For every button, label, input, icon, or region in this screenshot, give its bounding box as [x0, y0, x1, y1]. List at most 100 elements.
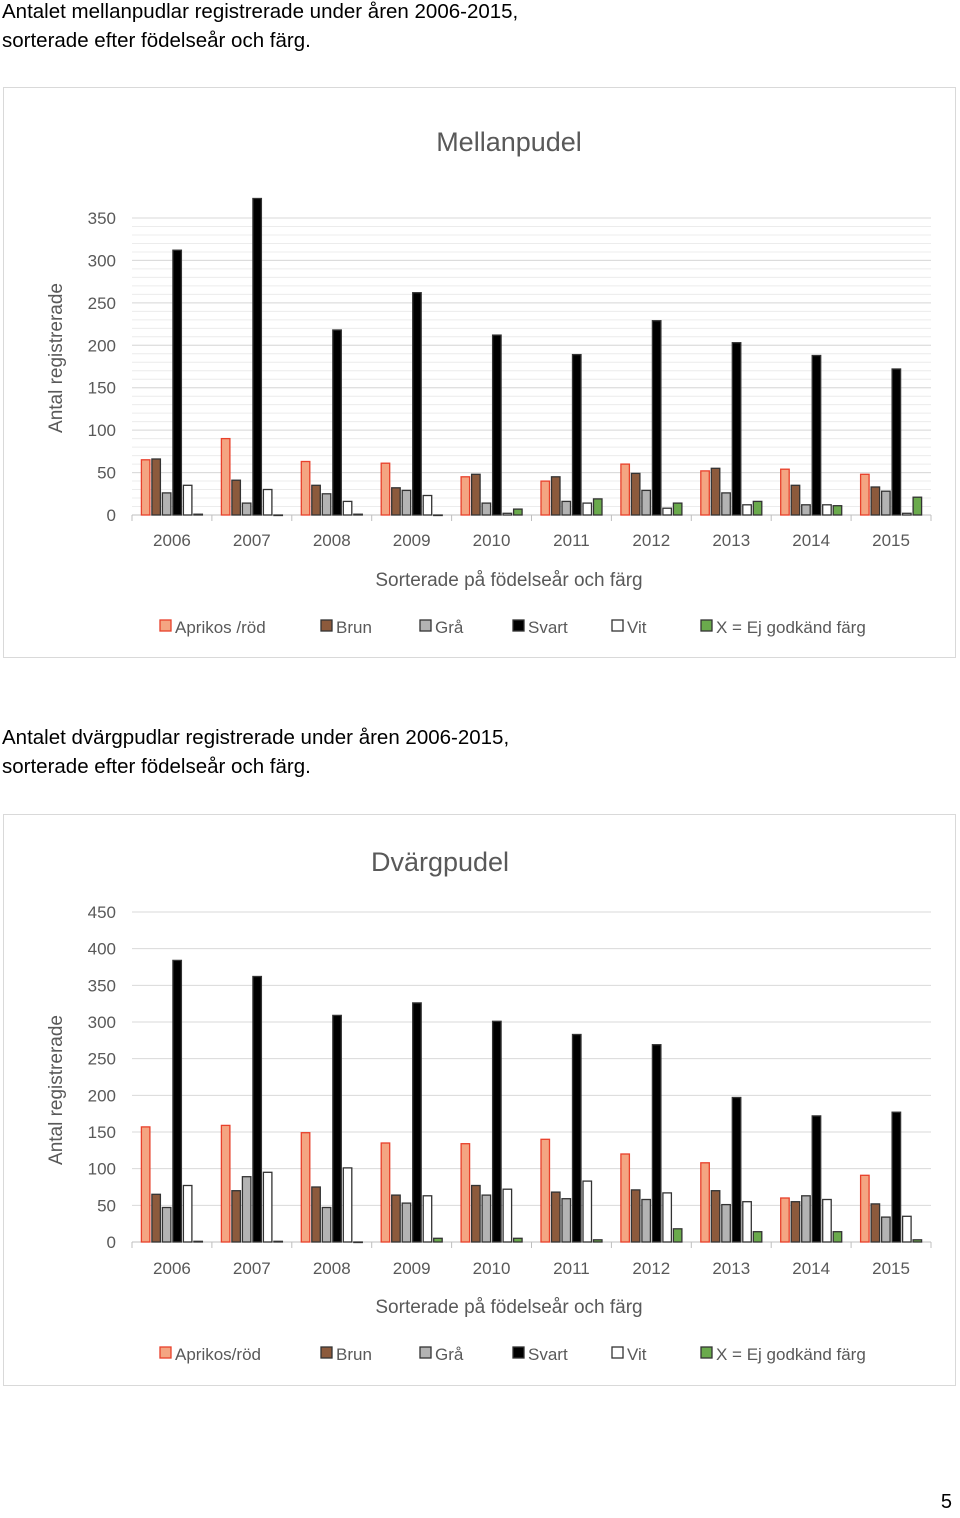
y-tick-label: 150	[88, 1123, 116, 1142]
legend-label: Svart	[528, 618, 568, 637]
caption-line: Antalet mellanpudlar registrerade under …	[2, 0, 519, 23]
bar-grå-2015	[880, 1216, 891, 1243]
caption-line: Antalet dvärgpudlar registrerade under å…	[2, 726, 510, 749]
bar-svart-2011	[571, 353, 582, 516]
bar-grå-2010	[481, 502, 492, 516]
x-tick-label: 2008	[313, 531, 351, 550]
x-tick-label: 2010	[473, 531, 511, 550]
y-tick-label: 50	[97, 464, 116, 483]
x-tick-label: 2009	[393, 1259, 431, 1278]
y-tick-label: 0	[107, 506, 116, 525]
bar-vit-2011	[582, 502, 593, 516]
bar-vit-2007	[262, 488, 273, 516]
bar-vit-2008	[342, 500, 353, 516]
legend-swatch-svart	[512, 1346, 525, 1359]
bar-aprikos-2015	[859, 1174, 870, 1243]
bar-x-2013	[752, 1231, 763, 1243]
bar-aprikos-2011	[540, 1138, 551, 1243]
legend-swatch-grå	[419, 619, 432, 632]
y-tick-label: 250	[88, 1050, 116, 1069]
legend-label: Aprikos/röd	[175, 1345, 261, 1364]
legend-swatch-brun	[320, 1346, 333, 1359]
bar-brun-2011	[550, 476, 561, 516]
bar-grå-2006	[161, 1206, 172, 1243]
bar-vit-2010	[502, 512, 513, 516]
bar-x-2013	[752, 500, 763, 516]
bar-svart-2007	[252, 975, 263, 1243]
x-tick-label: 2014	[792, 1259, 830, 1278]
caption-line: sorterade efter födelseår och färg.	[2, 29, 311, 52]
bar-svart-2014	[811, 354, 822, 516]
legend-swatch-vit	[611, 619, 624, 632]
bar-svart-2010	[491, 334, 502, 516]
bar-brun-2009	[391, 1194, 401, 1243]
bar-vit-2015	[901, 1215, 912, 1243]
bar-vit-2013	[742, 504, 752, 516]
x-tick-label: 2009	[393, 531, 431, 550]
bar-x-2014	[832, 1231, 843, 1243]
bar-svart-2010	[491, 1020, 502, 1243]
bar-x-2015	[912, 1239, 923, 1243]
bar-grå-2013	[721, 1203, 731, 1243]
bar-brun-2008	[311, 1186, 321, 1243]
y-tick-label: 450	[88, 903, 116, 922]
y-tick-label: 300	[88, 251, 116, 270]
bar-x-2010	[512, 508, 523, 516]
bar-grå-2014	[801, 504, 811, 516]
bar-vit-2010	[502, 1188, 513, 1243]
bar-aprikos-2012	[620, 1153, 631, 1243]
bar-svart-2013	[731, 1096, 742, 1243]
bar-vit-2012	[662, 507, 673, 516]
legend-swatch-grå	[419, 1346, 432, 1359]
caption-dvargpudel: Antalet dvärgpudlar registrerade under å…	[2, 723, 509, 781]
bar-aprikos-2007	[220, 437, 231, 516]
bar-grå-2012	[641, 489, 652, 516]
x-tick-label: 2007	[233, 1259, 271, 1278]
bar-svart-2015	[891, 1111, 902, 1243]
y-tick-label: 350	[88, 976, 116, 995]
x-tick-label: 2006	[153, 1259, 191, 1278]
bar-x-2008	[353, 513, 363, 516]
bar-grå-2010	[481, 1194, 492, 1243]
bar-x-2006	[193, 1240, 204, 1243]
y-tick-label: 0	[107, 1233, 116, 1252]
x-tick-label: 2012	[632, 531, 670, 550]
bar-aprikos-2009	[380, 462, 391, 516]
y-tick-label: 50	[97, 1196, 116, 1215]
x-tick-label: 2008	[313, 1259, 351, 1278]
y-tick-label: 300	[88, 1013, 116, 1032]
bar-aprikos-2012	[620, 463, 631, 516]
bar-brun-2013	[710, 1190, 721, 1243]
legend-swatch-vit	[611, 1346, 624, 1359]
bar-x-2009	[433, 514, 443, 517]
bar-grå-2009	[401, 1202, 412, 1243]
x-tick-label: 2015	[872, 531, 910, 550]
bar-svart-2006	[172, 249, 183, 516]
bar-aprikos-2007	[220, 1124, 231, 1243]
legend-label: X = Ej godkänd färg	[716, 618, 866, 637]
legend-label: Grå	[435, 618, 464, 637]
bar-aprikos-2006	[140, 459, 151, 516]
bar-brun-2015	[870, 486, 881, 516]
legend-label: Svart	[528, 1345, 568, 1364]
bar-x-2010	[512, 1237, 523, 1243]
bar-vit-2013	[742, 1201, 752, 1243]
y-tick-label: 350	[88, 209, 116, 228]
bar-aprikos-2008	[300, 460, 311, 516]
bar-brun-2013	[710, 467, 721, 516]
bar-aprikos-2011	[540, 480, 551, 516]
bar-aprikos-2009	[380, 1142, 391, 1243]
x-tick-label: 2011	[553, 1259, 590, 1278]
bar-aprikos-2010	[460, 476, 471, 516]
y-axis-title: Antal registrerade	[46, 283, 67, 433]
bar-svart-2014	[811, 1115, 822, 1243]
bar-svart-2009	[412, 292, 422, 516]
bar-x-2011	[592, 1239, 603, 1243]
x-tick-label: 2013	[712, 1259, 750, 1278]
y-tick-label: 250	[88, 294, 116, 313]
bar-aprikos-2015	[859, 473, 870, 516]
x-tick-label: 2010	[473, 1259, 511, 1278]
bar-brun-2012	[630, 472, 641, 516]
legend-swatch-svart	[512, 619, 525, 632]
bar-aprikos-2010	[460, 1143, 471, 1243]
